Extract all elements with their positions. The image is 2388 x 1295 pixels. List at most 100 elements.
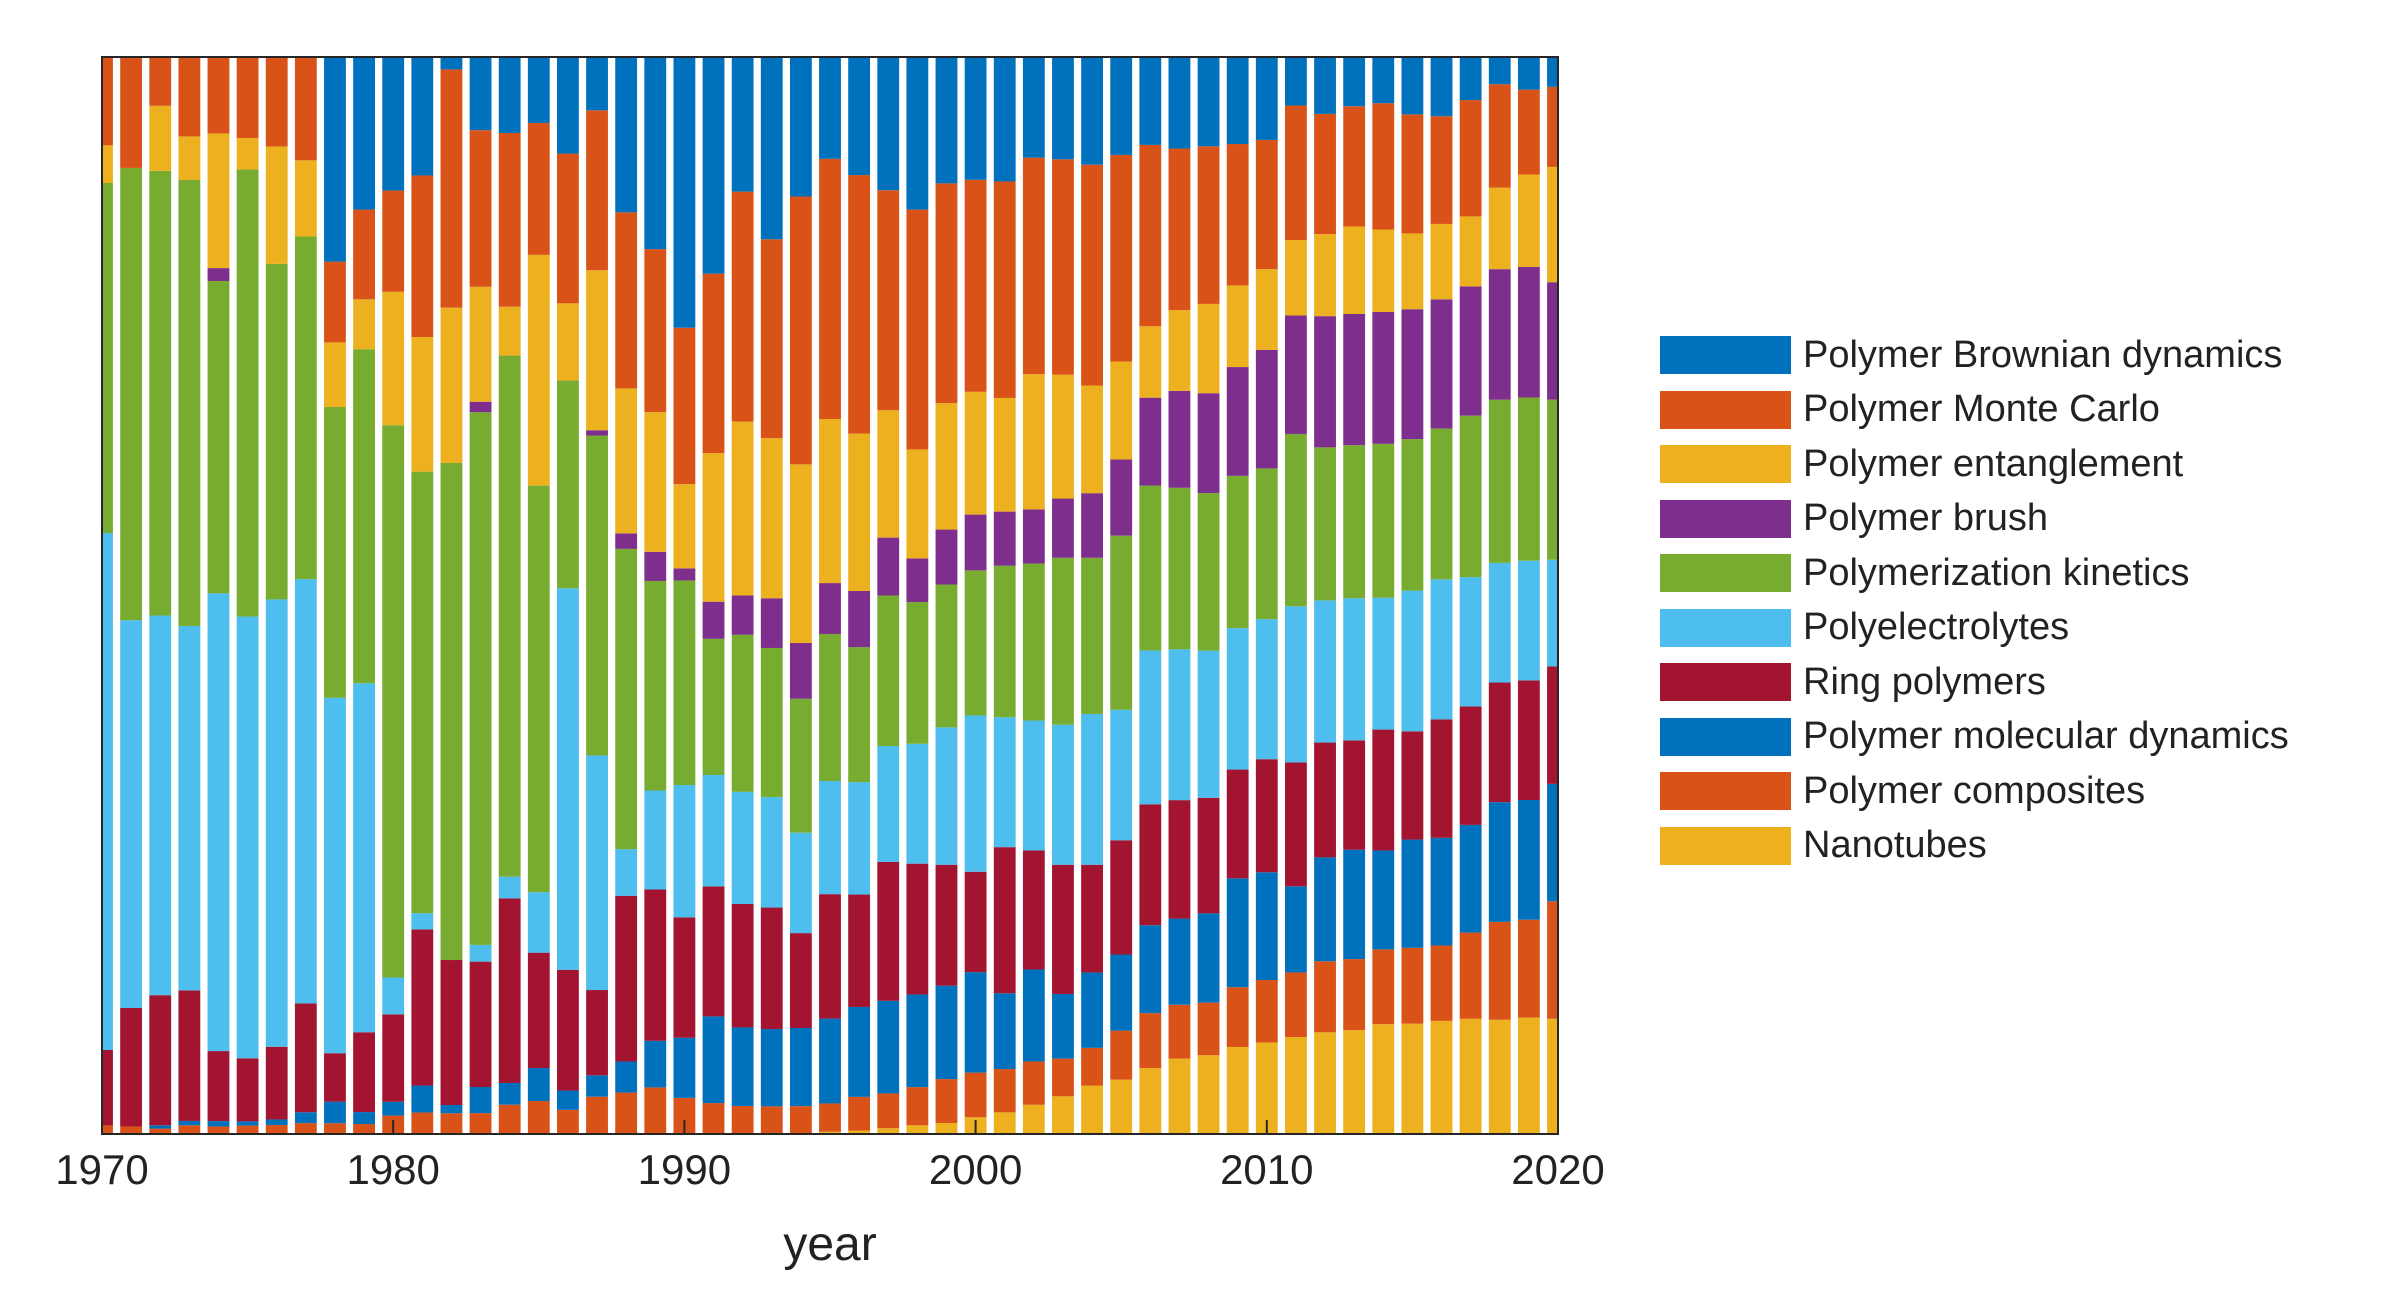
- bar-segment-2010-series-7: [1255, 269, 1278, 350]
- bar-segment-1981-series-4: [411, 913, 434, 930]
- bar-segment-1970-series-7: [102, 145, 113, 184]
- legend-swatch: [1660, 826, 1791, 865]
- bar-segment-1979-series-8: [353, 209, 375, 300]
- bar-segment-1989-series-8: [644, 249, 667, 413]
- bar-segment-2007-series-9: [1168, 57, 1191, 149]
- bar-segment-2015-series-4: [1401, 590, 1424, 732]
- bar-segment-1998-series-9: [906, 57, 929, 210]
- bar-segment-1979-series-2: [353, 1112, 375, 1125]
- bar-segment-2002-series-9: [1022, 57, 1045, 158]
- bar-segment-1995-series-9: [819, 57, 841, 159]
- bar-segment-1992-series-5: [731, 634, 754, 792]
- bar-segment-1997-series-6: [877, 537, 900, 596]
- bar-segment-1986-series-3: [557, 969, 579, 1091]
- bar-segment-2018-series-4: [1488, 562, 1511, 683]
- bar-segment-2006-series-3: [1139, 804, 1162, 926]
- bar-segment-1996-series-4: [848, 782, 871, 895]
- bar-segment-2009-series-5: [1226, 475, 1249, 629]
- bar-segment-2002-series-8: [1022, 157, 1045, 375]
- bar-segment-2017-series-7: [1459, 216, 1482, 287]
- bar-segment-1971-series-5: [120, 167, 143, 621]
- bar-segment-1977-series-8: [294, 57, 317, 161]
- bar-segment-2019-series-6: [1517, 266, 1540, 398]
- bar-segment-1995-series-1: [819, 1103, 841, 1132]
- bar-segment-1980-series-5: [382, 425, 405, 978]
- bar-segment-1978-series-1: [324, 1123, 346, 1134]
- bar-segment-2005-series-7: [1110, 361, 1133, 460]
- bar-segment-2004-series-9: [1081, 57, 1103, 165]
- bar-segment-2004-series-7: [1081, 385, 1103, 494]
- bar-segment-1973-series-5: [178, 179, 201, 626]
- bar-segment-2018-series-0: [1488, 1019, 1511, 1134]
- x-tick-label: 2000: [929, 1146, 1022, 1193]
- bar-segment-1977-series-4: [294, 579, 317, 1004]
- bar-segment-2001-series-4: [993, 717, 1016, 848]
- bar-segment-1994-series-3: [789, 933, 812, 1028]
- bar-segment-1986-series-7: [557, 303, 579, 381]
- bar-segment-1982-series-5: [440, 462, 463, 961]
- legend-label: Polymer molecular dynamics: [1803, 715, 2289, 758]
- bar-segment-2003-series-2: [1052, 993, 1074, 1059]
- bar-segment-1975-series-5: [236, 169, 259, 617]
- bar-segment-1982-series-2: [440, 1105, 463, 1114]
- bar-segment-2019-series-5: [1517, 397, 1540, 561]
- bar-segment-2007-series-6: [1168, 390, 1191, 488]
- bar-segment-2019-series-1: [1517, 919, 1540, 1018]
- bar-segment-2008-series-7: [1197, 303, 1220, 394]
- bar-segment-1982-series-9: [440, 57, 463, 70]
- bar-segment-1993-series-1: [760, 1106, 783, 1134]
- bar-segment-1976-series-3: [265, 1046, 288, 1120]
- legend-label: Polymerization kinetics: [1803, 551, 2190, 594]
- bar-segment-2003-series-8: [1052, 159, 1074, 375]
- bar-segment-1977-series-7: [294, 160, 317, 237]
- legend-item: Polymer entanglement: [1660, 437, 2289, 492]
- bar-segment-2000-series-2: [964, 972, 987, 1073]
- bar-segment-2004-series-4: [1081, 713, 1103, 865]
- bar-segment-1996-series-7: [848, 433, 871, 591]
- bar-segment-1992-series-3: [731, 904, 754, 1028]
- bar-segment-1991-series-7: [702, 453, 725, 602]
- bar-segment-2018-series-1: [1488, 921, 1511, 1020]
- bar-segment-2000-series-8: [964, 179, 987, 392]
- bar-segment-1973-series-3: [178, 990, 201, 1121]
- bar-segment-1999-series-3: [935, 864, 958, 986]
- bar-segment-2003-series-4: [1052, 724, 1074, 865]
- bar-segment-1974-series-7: [207, 133, 230, 269]
- bar-segment-2015-series-8: [1401, 114, 1424, 234]
- bar-segment-1980-series-4: [382, 977, 405, 1015]
- bar-segment-2005-series-3: [1110, 840, 1133, 955]
- bar-segment-2017-series-8: [1459, 100, 1482, 217]
- legend-item: Nanotubes: [1660, 819, 2289, 874]
- bar-segment-2005-series-4: [1110, 709, 1133, 841]
- bar-segment-1989-series-5: [644, 580, 667, 791]
- bar-segment-1999-series-8: [935, 183, 958, 404]
- bar-segment-1972-series-4: [149, 615, 172, 996]
- bar-segment-1982-series-8: [440, 69, 463, 308]
- bar-segment-1988-series-4: [615, 849, 638, 896]
- bar-segment-2019-series-8: [1517, 89, 1540, 175]
- bar-segment-1996-series-3: [848, 894, 871, 1007]
- bar-segment-2017-series-5: [1459, 415, 1482, 578]
- bar-segment-2020-series-1: [1547, 901, 1558, 1019]
- legend-item: Polymer brush: [1660, 492, 2289, 547]
- bar-segment-1993-series-6: [760, 598, 783, 648]
- bar-segment-1991-series-3: [702, 886, 725, 1017]
- bar-segment-1983-series-7: [469, 286, 492, 402]
- legend-swatch: [1660, 336, 1791, 375]
- legend-label: Nanotubes: [1803, 824, 1987, 867]
- bar-segment-2010-series-0: [1255, 1042, 1278, 1134]
- bar-segment-2011-series-2: [1285, 886, 1307, 973]
- bar-segment-1974-series-5: [207, 281, 230, 594]
- bar-segment-1983-series-6: [469, 401, 492, 413]
- legend-item: Ring polymers: [1660, 655, 2289, 710]
- bar-segment-1995-series-5: [819, 633, 841, 782]
- bar-segment-1986-series-4: [557, 588, 579, 970]
- bar-segment-2010-series-2: [1255, 872, 1278, 980]
- bar-segment-2011-series-1: [1285, 972, 1307, 1038]
- bar-segment-2011-series-7: [1285, 240, 1307, 316]
- bar-segment-2000-series-3: [964, 871, 987, 973]
- bar-segment-1996-series-5: [848, 647, 871, 783]
- bar-segment-1975-series-7: [236, 137, 259, 170]
- x-axis-title: year: [783, 1218, 876, 1271]
- bar-segment-2007-series-5: [1168, 487, 1191, 650]
